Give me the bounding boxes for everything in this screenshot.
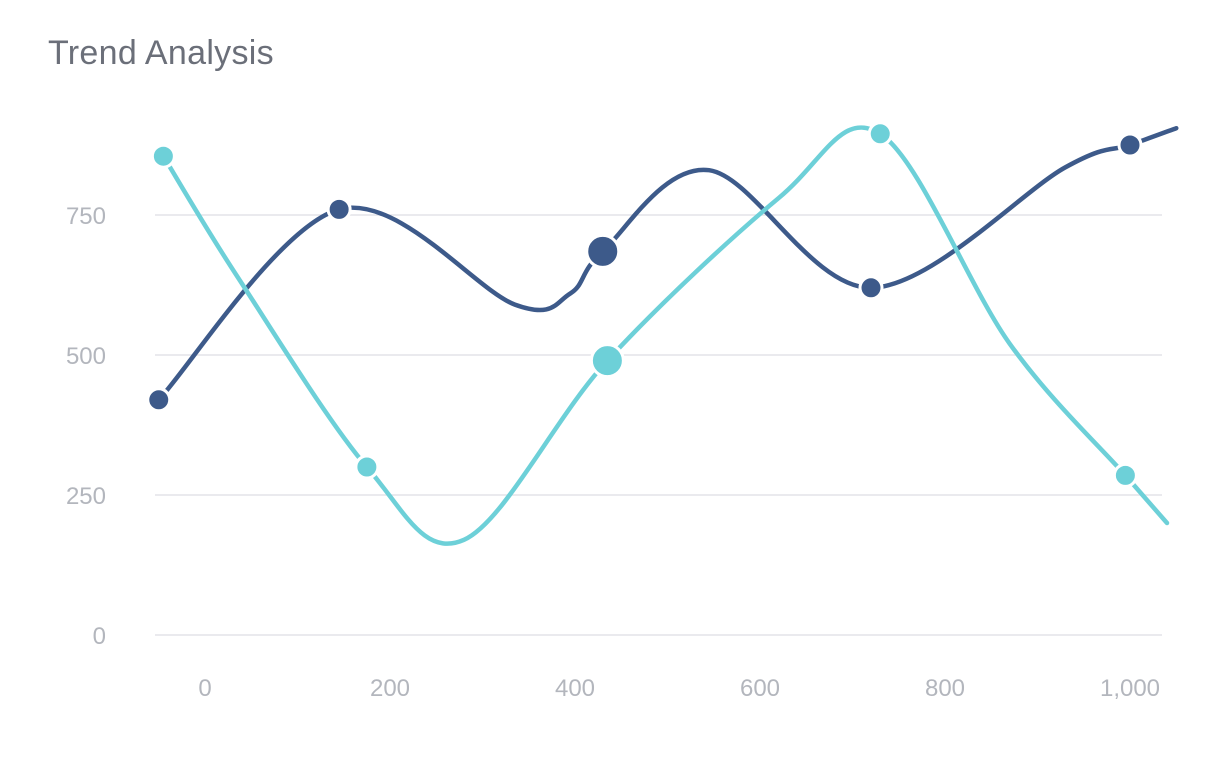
x-axis-ticks: 0 200 400 600 800 1,000 [198, 675, 1160, 702]
data-point[interactable] [1112, 462, 1138, 488]
data-point[interactable] [585, 233, 621, 269]
y-tick-label: 500 [66, 343, 106, 370]
x-tick-label: 600 [740, 675, 780, 702]
y-tick-label: 0 [93, 623, 106, 650]
grid-lines [155, 214, 1162, 636]
series-line [156, 125, 1179, 403]
data-point[interactable] [867, 121, 893, 147]
y-axis-ticks: 0 250 500 750 [66, 203, 106, 650]
series-lines [156, 125, 1179, 546]
x-tick-label: 1,000 [1100, 675, 1160, 702]
y-tick-label: 250 [66, 483, 106, 510]
data-point[interactable] [589, 343, 625, 379]
data-point[interactable] [354, 454, 380, 480]
data-point[interactable] [858, 275, 884, 301]
series-markers [146, 121, 1143, 488]
x-tick-label: 0 [198, 675, 211, 702]
data-point[interactable] [150, 143, 176, 169]
y-tick-label: 750 [66, 203, 106, 230]
x-tick-label: 200 [370, 675, 410, 702]
x-tick-label: 800 [925, 675, 965, 702]
x-tick-label: 400 [555, 675, 595, 702]
chart-title: Trend Analysis [48, 34, 274, 72]
data-point[interactable] [1117, 132, 1143, 158]
series-line [161, 125, 1170, 546]
data-point[interactable] [326, 196, 352, 222]
data-point[interactable] [146, 387, 172, 413]
